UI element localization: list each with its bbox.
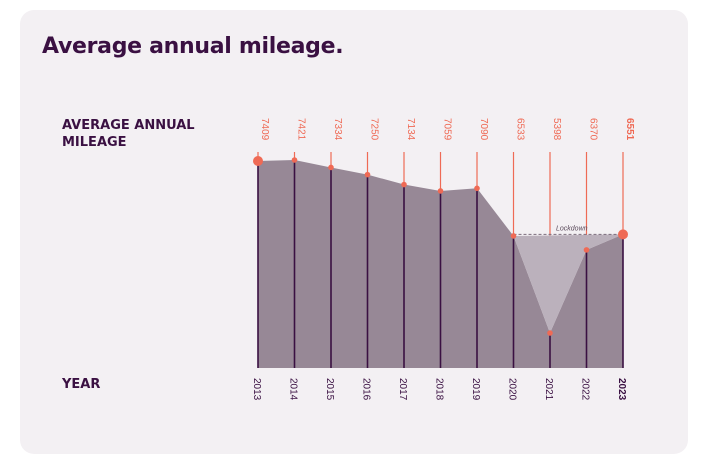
point-2015 [328, 164, 334, 171]
point-2017 [401, 181, 407, 188]
lockdown-area [513, 234, 623, 333]
point-2023 [618, 229, 628, 240]
year-label-2014: 2014 [288, 378, 299, 401]
point-2016 [364, 171, 371, 178]
lockdown-label: Lockdown [556, 225, 588, 232]
point-2021 [547, 330, 553, 336]
point-2020 [510, 233, 517, 239]
year-row-label: YEAR [62, 377, 101, 392]
mileage-row-label: AVERAGE ANNUAL MILEAGE [62, 118, 195, 150]
value-label-2016: 7250 [369, 118, 380, 141]
point-2019 [474, 185, 480, 192]
point-2014 [291, 157, 298, 163]
year-label-2020: 2020 [507, 378, 518, 401]
value-label-2022: 6370 [588, 118, 599, 141]
year-label-2019: 2019 [470, 378, 481, 401]
value-label-2020: 6533 [515, 118, 526, 141]
point-2013 [253, 156, 263, 167]
value-label-2014: 7421 [296, 118, 307, 141]
year-label-2022: 2022 [580, 378, 591, 401]
year-label-2018: 2018 [434, 378, 445, 401]
year-label-2015: 2015 [324, 378, 335, 401]
value-label-2021: 5398 [551, 118, 562, 141]
value-label-2017: 7134 [405, 118, 416, 141]
value-label-2019: 7090 [478, 118, 489, 141]
year-label-2013: 2013 [251, 378, 262, 401]
point-2018 [437, 188, 444, 194]
year-label-2021: 2021 [543, 378, 554, 401]
year-label-2016: 2016 [361, 378, 372, 401]
value-label-2023: 6551 [624, 118, 635, 141]
year-label-2017: 2017 [397, 378, 408, 401]
point-2022 [583, 247, 590, 253]
value-label-2018: 7059 [442, 118, 453, 141]
value-label-2015: 7334 [332, 118, 343, 141]
year-label-2023: 2023 [616, 378, 627, 401]
chart-title: Average annual mileage. [42, 34, 344, 59]
value-label-2013: 7409 [259, 118, 270, 141]
